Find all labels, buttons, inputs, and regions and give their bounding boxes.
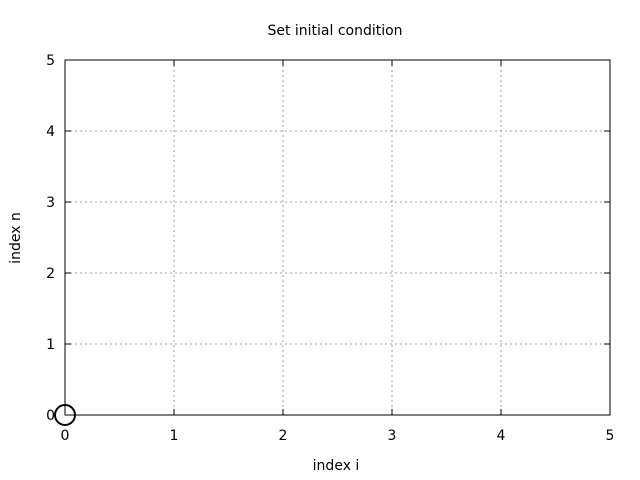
y-tick-label-0: 0 bbox=[46, 408, 55, 424]
data-point-0-0 bbox=[54, 404, 76, 426]
y-tick-label-1: 1 bbox=[46, 337, 55, 353]
x-tick-label-2: 2 bbox=[279, 428, 288, 444]
data-points bbox=[54, 404, 76, 426]
y-tick-label-5: 5 bbox=[46, 53, 55, 69]
grid-lines bbox=[65, 60, 610, 415]
x-tick-label-5: 5 bbox=[606, 428, 615, 444]
x-tick-label-0: 0 bbox=[61, 428, 70, 444]
plot-area-frame bbox=[64, 59, 611, 416]
chart-title: Set initial condition bbox=[267, 23, 402, 39]
y-tick-label-3: 3 bbox=[46, 195, 55, 211]
x-tick-labels: 0 1 2 3 4 5 bbox=[61, 428, 615, 444]
y-tick-label-2: 2 bbox=[46, 266, 55, 282]
x-tick-label-3: 3 bbox=[388, 428, 397, 444]
y-tick-labels: 0 1 2 3 4 5 bbox=[46, 53, 55, 424]
x-tick-label-4: 4 bbox=[497, 428, 506, 444]
x-tick-label-1: 1 bbox=[170, 428, 179, 444]
y-tick-label-4: 4 bbox=[46, 124, 55, 140]
y-axis-label: index n bbox=[8, 212, 24, 264]
x-axis-label: index i bbox=[313, 458, 360, 474]
